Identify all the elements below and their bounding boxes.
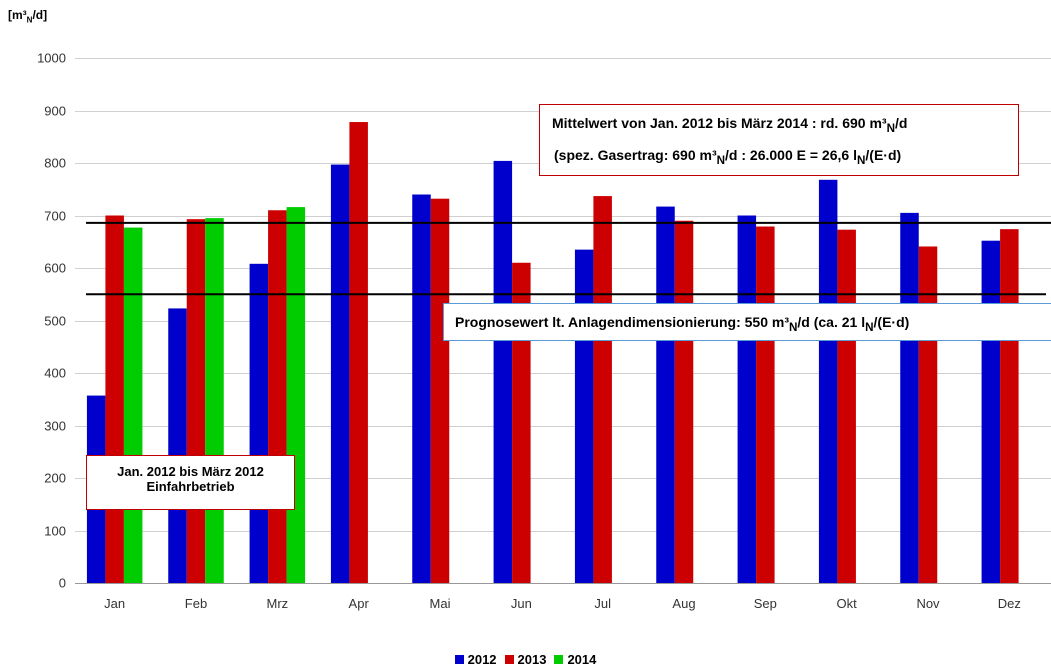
legend-swatch	[454, 655, 464, 664]
bar-2013-Mrz	[268, 210, 287, 583]
bar-2013-Apr	[349, 122, 368, 584]
bar-2012-Mai	[412, 194, 431, 583]
x-tick-label: Feb	[185, 596, 207, 611]
legend-item-2013: 2013	[504, 652, 547, 667]
bar-2014-Mrz	[286, 207, 306, 583]
reference-lines	[86, 221, 1051, 296]
bar-2012-Okt	[818, 179, 838, 584]
x-tick-label: Dez	[998, 596, 1021, 611]
x-tick-label: Sep	[754, 596, 777, 611]
bar-2013-Jan	[105, 215, 124, 583]
legend-label: 2013	[517, 652, 547, 667]
legend-item-2014: 2014	[554, 652, 596, 667]
x-tick-label: Jan	[104, 596, 125, 611]
y-tick-label: 700	[44, 209, 66, 224]
y-tick-label: 500	[44, 314, 66, 329]
x-axis-ticks: Jan Feb Mrz Apr Mai Jun Jul Aug Sep Okt Nov Dez	[104, 596, 1021, 611]
y-tick-label: 1000	[37, 51, 66, 66]
startup-line1: Jan. 2012 bis März 2012	[117, 464, 264, 479]
y-axis-ticks: 0 100 200 300 400 500 600 700 800 900 1000	[37, 51, 66, 591]
bar-2013-Jul	[593, 196, 612, 583]
bar-2014-Jan	[123, 227, 143, 583]
legend-label: 2014	[567, 652, 597, 667]
legend-swatch	[504, 655, 514, 664]
bar-2012-Sep	[737, 215, 757, 583]
y-tick-label: 300	[44, 419, 66, 434]
y-tick-label: 200	[44, 471, 66, 486]
bar-2014-Feb	[205, 218, 224, 583]
bar-2012-Mrz	[249, 263, 269, 583]
x-tick-label: Mai	[430, 596, 451, 611]
y-tick-label: 900	[44, 104, 66, 119]
bars	[86, 122, 1019, 584]
legend: 2012 2013 2014	[0, 652, 1051, 667]
bar-2013-Jun	[512, 262, 531, 583]
startup-annotation: Jan. 2012 bis März 2012 Einfahrbetrieb	[86, 455, 295, 510]
bar-2013-Feb	[186, 219, 206, 584]
bar-2012-Feb	[168, 308, 187, 583]
y-tick-label: 400	[44, 366, 66, 381]
bar-2013-Aug	[674, 220, 694, 583]
bar-2013-Sep	[756, 226, 775, 583]
bar-2013-Okt	[837, 229, 856, 584]
x-tick-label: Aug	[672, 596, 695, 611]
legend-label: 2012	[467, 652, 497, 667]
y-tick-label: 0	[59, 576, 66, 591]
mean-annotation: Mittelwert von Jan. 2012 bis März 2014 :…	[539, 104, 1019, 176]
y-tick-label: 800	[44, 156, 66, 171]
y-tick-label: 600	[44, 261, 66, 276]
legend-swatch	[554, 655, 564, 664]
y-axis-unit: [m³N/d]	[8, 8, 48, 25]
y-tick-label: 100	[44, 524, 66, 539]
bar-2012-Aug	[656, 206, 675, 583]
x-tick-label: Jun	[511, 596, 532, 611]
bar-2012-Jun	[493, 160, 513, 583]
legend-item-2012: 2012	[454, 652, 497, 667]
x-tick-label: Mrz	[266, 596, 288, 611]
forecast-annotation: Prognosewert lt. Anlagendimensionierung:…	[443, 303, 1051, 341]
bar-2012-Nov	[900, 212, 919, 583]
x-tick-label: Apr	[349, 596, 370, 611]
bar-2013-Nov	[918, 246, 938, 583]
startup-line2: Einfahrbetrieb	[146, 479, 235, 494]
bar-2012-Dez	[981, 240, 1001, 583]
bar-2013-Dez	[1000, 229, 1019, 583]
x-tick-label: Nov	[916, 596, 940, 611]
bar-2012-Apr	[330, 164, 350, 583]
bar-2012-Jul	[574, 249, 594, 583]
x-tick-label: Okt	[837, 596, 858, 611]
bar-2013-Mai	[430, 198, 450, 583]
x-tick-label: Jul	[594, 596, 611, 611]
